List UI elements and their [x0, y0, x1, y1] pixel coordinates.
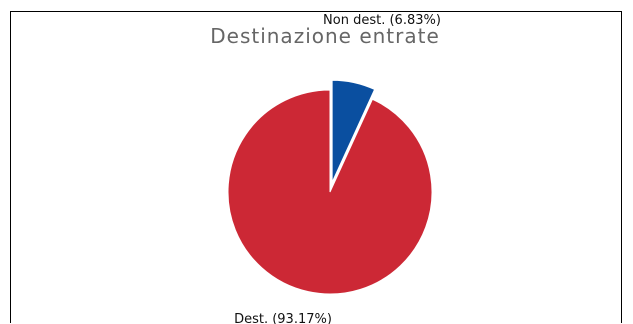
chart-title: Destinazione entrate — [210, 24, 440, 48]
pie-slices — [227, 79, 433, 295]
slice-non-dest — [331, 79, 376, 183]
slice-label-non-dest: Non dest. (6.83%) — [323, 13, 441, 28]
slice-dest — [227, 89, 433, 295]
slice-label-dest: Dest. (93.17%) — [234, 312, 332, 324]
